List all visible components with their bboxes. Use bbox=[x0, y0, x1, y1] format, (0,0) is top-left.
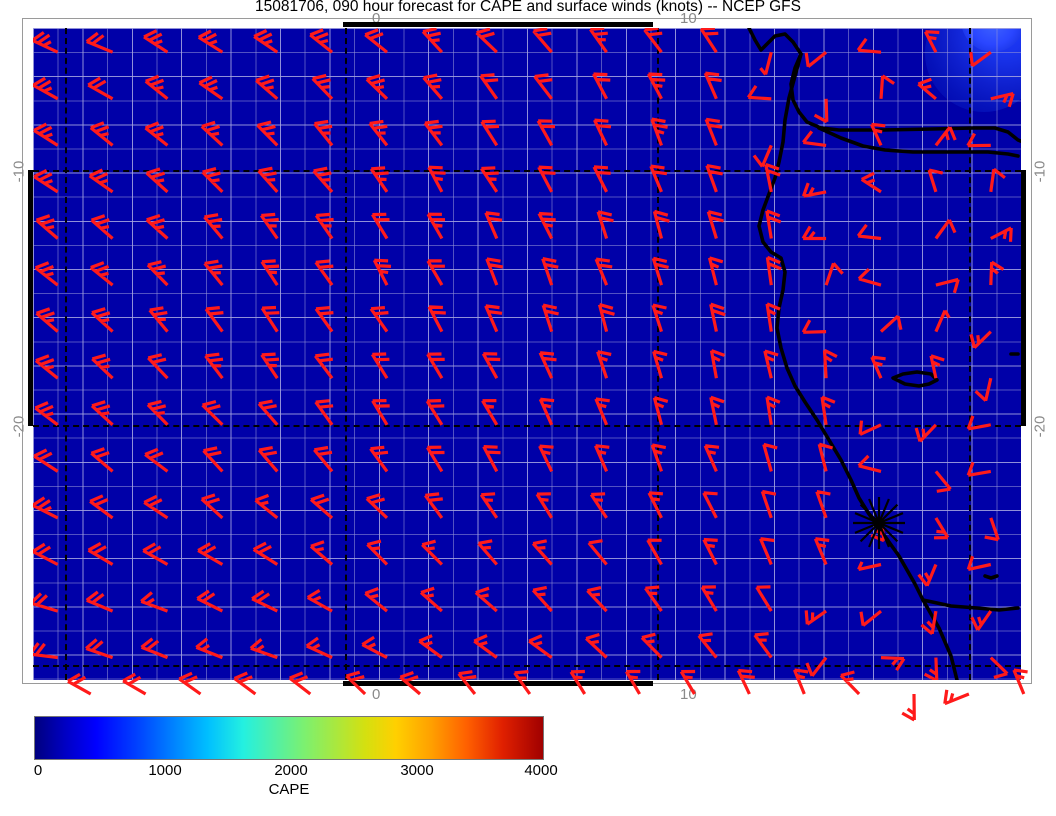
figure-title: 15081706, 090 hour forecast for CAPE and… bbox=[255, 0, 801, 15]
top-tick-10: 10 bbox=[680, 10, 697, 27]
bottom-tick-0: 0 bbox=[372, 686, 381, 703]
coastline-layer bbox=[747, 28, 1021, 680]
right-tick-minus10: -10 bbox=[1031, 160, 1049, 183]
left-tick-minus10: -10 bbox=[10, 160, 28, 183]
graticule-lat-minus10 bbox=[33, 170, 1021, 172]
colorbar-tick-1000: 1000 bbox=[148, 762, 182, 779]
axis-bar-left bbox=[28, 170, 33, 426]
wind-barbs bbox=[33, 28, 1015, 680]
right-tick-minus20: -20 bbox=[1031, 415, 1049, 438]
top-tick-0: 0 bbox=[372, 10, 381, 27]
colorbar-tick-3000: 3000 bbox=[400, 762, 434, 779]
graticule-lon-15 bbox=[969, 28, 971, 680]
colorbar[interactable]: 0 1000 2000 3000 4000 CAPE bbox=[34, 716, 558, 798]
left-tick-minus20: -20 bbox=[10, 415, 28, 438]
axis-bar-top bbox=[343, 22, 653, 27]
model-grid-coarse bbox=[33, 28, 1021, 680]
map-panel[interactable] bbox=[33, 28, 1021, 680]
colorbar-ticks: 0 1000 2000 3000 4000 bbox=[33, 760, 558, 782]
colorbar-tick-2000: 2000 bbox=[274, 762, 308, 779]
axis-bar-right bbox=[1021, 170, 1026, 426]
colorbar-tick-4000: 4000 bbox=[524, 762, 558, 779]
bottom-tick-10: 10 bbox=[680, 686, 697, 703]
colorbar-tick-0: 0 bbox=[33, 762, 43, 779]
graticule-lon-minus2 bbox=[65, 28, 67, 680]
graticule-lon-0 bbox=[345, 28, 347, 680]
station-marker-icon bbox=[853, 497, 905, 549]
graticule-lat-minus25 bbox=[33, 665, 1021, 667]
axis-bar-bottom bbox=[343, 681, 653, 686]
graticule-lat-minus20 bbox=[33, 425, 1021, 427]
colorbar-gradient bbox=[34, 716, 544, 760]
wind-barb-layer bbox=[33, 28, 1015, 680]
colorbar-label: CAPE bbox=[268, 781, 310, 798]
